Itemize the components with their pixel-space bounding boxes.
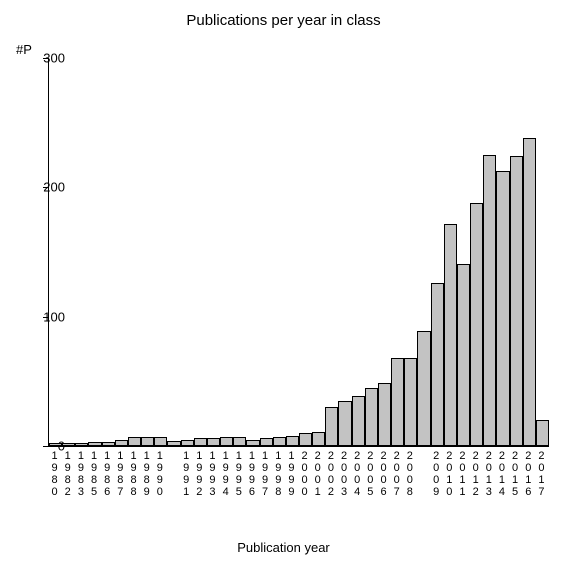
- bar: [246, 440, 259, 446]
- x-tick-label: 1983: [75, 450, 87, 498]
- x-tick-label: 1995: [233, 450, 245, 498]
- bar: [312, 432, 325, 446]
- x-tick-label: 2006: [378, 450, 390, 498]
- chart-container: Publications per year in class #P 010020…: [0, 0, 567, 567]
- chart-title: Publications per year in class: [0, 12, 567, 29]
- x-tick-label: 1997: [259, 450, 271, 498]
- bar: [75, 443, 88, 446]
- x-tick-label: 1988: [128, 450, 140, 498]
- x-tick-label: 2010: [443, 450, 455, 498]
- bar: [299, 433, 312, 446]
- x-tick-label: 1998: [272, 450, 284, 498]
- x-axis-label: Publication year: [0, 540, 567, 555]
- bar: [431, 283, 444, 446]
- x-tick-label: 2017: [535, 450, 547, 498]
- x-tick-label: 2014: [496, 450, 508, 498]
- x-tick-label: 1980: [49, 450, 61, 498]
- bar: [128, 437, 141, 446]
- x-tick-label: 1985: [88, 450, 100, 498]
- x-tick-label: 2001: [312, 450, 324, 498]
- bar: [496, 171, 509, 446]
- bar: [338, 401, 351, 446]
- bar: [444, 224, 457, 446]
- x-tick-label: 1987: [114, 450, 126, 498]
- bar: [141, 437, 154, 446]
- x-tick-label: 2013: [483, 450, 495, 498]
- bar: [325, 407, 338, 446]
- x-tick-label: 2011: [456, 450, 468, 498]
- bar: [352, 396, 365, 446]
- x-tick-label: 2007: [391, 450, 403, 498]
- bar: [233, 437, 246, 446]
- bar: [49, 443, 62, 446]
- bar: [167, 441, 180, 446]
- bar: [115, 440, 128, 446]
- x-tick-label: 1993: [206, 450, 218, 498]
- x-tick-label: 2005: [364, 450, 376, 498]
- bar: [62, 443, 75, 446]
- bar: [536, 420, 549, 446]
- x-tick-label: 2008: [404, 450, 416, 498]
- x-tick-label: 2012: [470, 450, 482, 498]
- x-tick-label: 2016: [522, 450, 534, 498]
- x-tick-label: 1989: [141, 450, 153, 498]
- x-tick-label: 2004: [351, 450, 363, 498]
- bars-group: [49, 58, 549, 446]
- bar: [523, 138, 536, 446]
- x-tick-label: 1991: [180, 450, 192, 498]
- x-tick-label: 2009: [430, 450, 442, 498]
- x-tick-label: 2003: [338, 450, 350, 498]
- bar: [404, 358, 417, 446]
- bar: [365, 388, 378, 446]
- bar: [273, 437, 286, 446]
- bar: [286, 436, 299, 446]
- x-tick-label: 1982: [62, 450, 74, 498]
- bar: [102, 442, 115, 446]
- x-tick-label: 1990: [154, 450, 166, 498]
- x-tick-label: 1999: [285, 450, 297, 498]
- x-tick-label: 1986: [101, 450, 113, 498]
- x-tick-label: 2015: [509, 450, 521, 498]
- bar: [260, 438, 273, 446]
- x-tick-label: 2000: [299, 450, 311, 498]
- bar: [220, 437, 233, 446]
- bar: [207, 438, 220, 446]
- x-labels: 198019821983198519861987198819891990 1991…: [48, 450, 548, 520]
- bar: [378, 383, 391, 446]
- bar: [391, 358, 404, 446]
- x-tick-label: 1992: [193, 450, 205, 498]
- bar: [154, 437, 167, 446]
- bar: [181, 440, 194, 446]
- x-tick-label: 1996: [246, 450, 258, 498]
- x-tick-label: 2002: [325, 450, 337, 498]
- bar: [483, 155, 496, 446]
- bar: [417, 331, 430, 446]
- bar: [88, 442, 101, 446]
- bar: [470, 203, 483, 446]
- x-tick-label: 1994: [220, 450, 232, 498]
- bar: [194, 438, 207, 446]
- bar: [457, 264, 470, 446]
- plot-area: [48, 58, 549, 447]
- bar: [510, 156, 523, 446]
